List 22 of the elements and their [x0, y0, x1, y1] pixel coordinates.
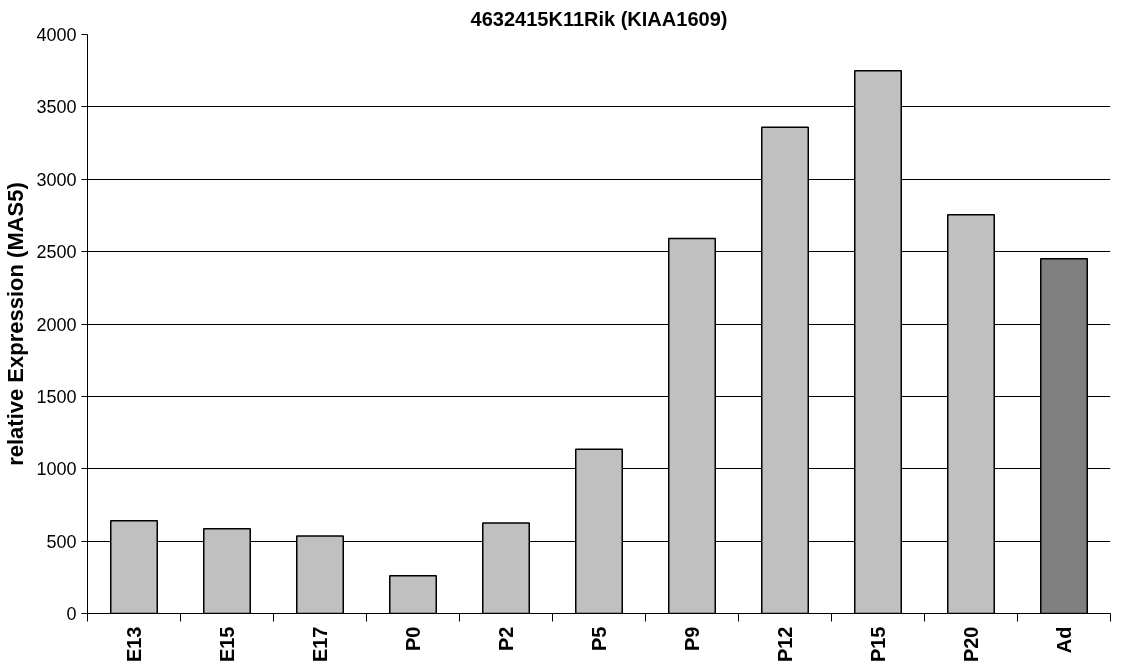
y-tick-label: 2000 [36, 314, 77, 335]
x-tick-label: P20 [960, 626, 982, 663]
x-tick-label: E15 [216, 626, 238, 663]
x-tick-label: P15 [867, 626, 889, 663]
x-tick-label: P5 [588, 626, 610, 651]
x-tick-label: E17 [309, 626, 331, 663]
x-tick-label: Ad [1053, 626, 1075, 654]
y-tick-label: 500 [46, 531, 77, 552]
y-tick-label: 4000 [36, 25, 77, 45]
chart-title: 4632415K11Rik (KIAA1609) [470, 7, 728, 30]
y-tick-label: 3500 [36, 97, 77, 118]
x-tick-label: P0 [402, 626, 424, 651]
x-tick-label: E13 [123, 626, 145, 663]
y-axis-title: relative Expression (MAS5) [3, 182, 29, 466]
y-tick-label: 0 [66, 604, 77, 624]
y-tick-label: 3000 [36, 169, 77, 190]
x-tick-label: P9 [681, 626, 703, 651]
x-tick-label: P12 [774, 626, 796, 663]
y-tick-label: 1000 [36, 459, 77, 480]
y-tick-label: 1500 [36, 386, 77, 407]
y-tick-label: 2500 [36, 242, 77, 263]
x-tick-label: P2 [495, 626, 517, 651]
